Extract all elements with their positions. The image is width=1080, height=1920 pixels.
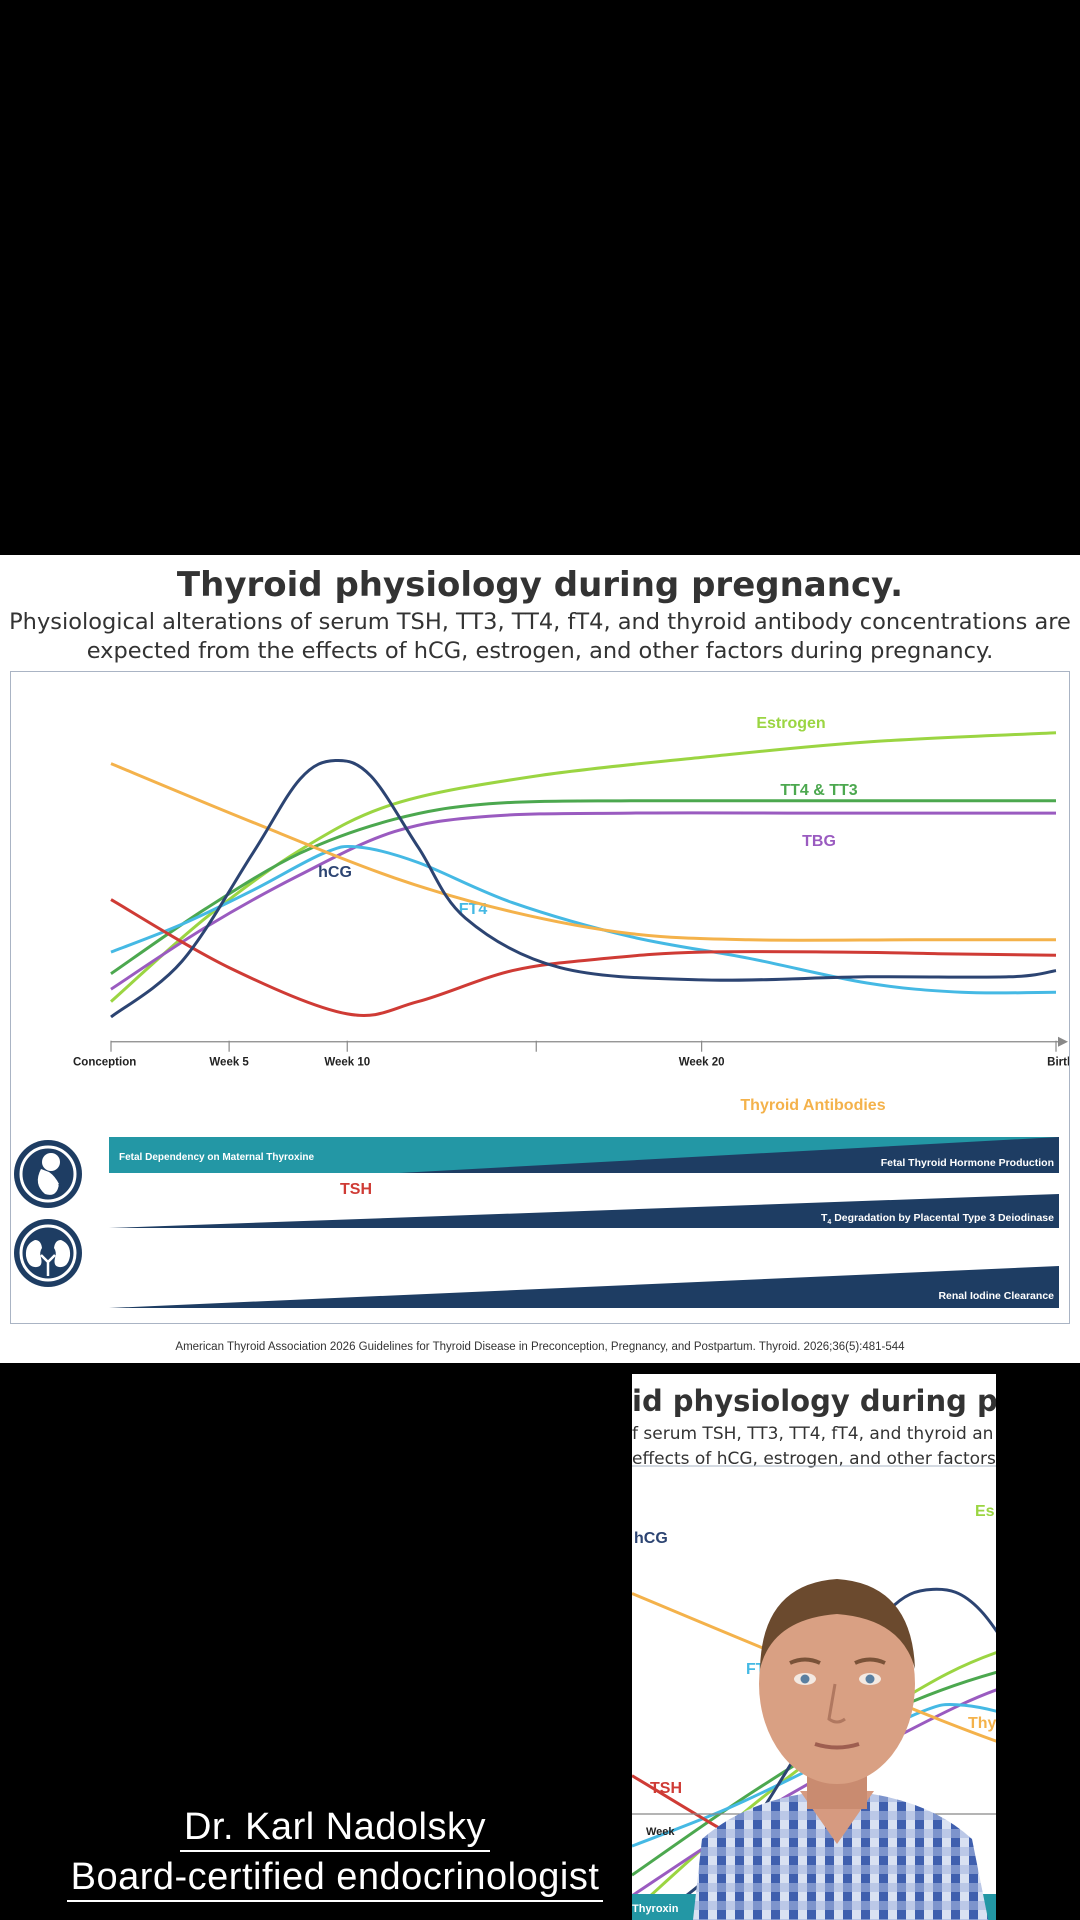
inset-subtitle-2: effects of hCG, estrogen, and other fact… — [632, 1449, 996, 1469]
inset-subtitle-1: f serum TSH, TT3, TT4, fT4, and thyroid … — [632, 1424, 994, 1444]
presenter-avatar — [693, 1579, 989, 1920]
series-label-hcg: hCG — [318, 864, 352, 881]
series-line-tsh — [110, 898, 1057, 1017]
fetus-icon — [14, 1140, 82, 1208]
slide-subtitle-line-1: Physiological alterations of serum TSH, … — [9, 609, 1071, 635]
inset-slide-crop: id physiology during pregr f serum TSH, … — [632, 1374, 996, 1920]
series-line-ft4 — [110, 844, 1057, 995]
x-tick-label: Week 20 — [679, 1057, 725, 1069]
band-renal-iodine — [109, 1266, 1059, 1308]
series-label-tbg: TBG — [802, 833, 836, 850]
band-label-renal: Renal Iodine Clearance — [938, 1290, 1054, 1302]
x-tick-label: Conception — [73, 1057, 136, 1069]
inset-label: Thy — [968, 1715, 996, 1732]
x-tick-label: Week 10 — [324, 1057, 370, 1069]
series-line-tt4-tt3 — [110, 798, 1056, 975]
band-label-right: Fetal Thyroid Hormone Production — [881, 1157, 1054, 1169]
series-line-thyroid-antibodies — [110, 762, 1056, 942]
x-tick-label: Week 5 — [209, 1057, 249, 1069]
slide-subtitle-line-2: expected from the effects of hCG, estrog… — [86, 638, 994, 664]
inset-label: TSH — [650, 1780, 682, 1797]
series-label-tt4-tt3: TT4 & TT3 — [780, 782, 857, 799]
band-t4-degradation — [109, 1194, 1059, 1228]
band-label-left: Fetal Dependency on Maternal Thyroxine — [119, 1152, 314, 1163]
slide-title: Thyroid physiology during pregnancy. — [176, 565, 904, 605]
series-label-estrogen: Estrogen — [756, 715, 825, 732]
band-label-t4: T4 Degradation by Placental Type 3 Deiod… — [821, 1212, 1054, 1226]
band-fetal-production — [399, 1137, 1059, 1173]
series-label-thyroid-antibodies: Thyroid Antibodies — [740, 1097, 885, 1114]
kidneys-icon — [14, 1219, 82, 1287]
series-line-hcg — [110, 758, 1057, 1019]
inset-series-tbg — [632, 1688, 996, 1898]
x-tick-label: Birth — [1047, 1057, 1069, 1069]
inset-label: hCG — [634, 1530, 668, 1547]
series-label-tsh: TSH — [340, 1181, 372, 1198]
series-line-tbg — [110, 811, 1056, 991]
inset-label: Thyroxin — [632, 1903, 679, 1915]
inset-label: Week — [646, 1826, 675, 1838]
citation: American Thyroid Association 2026 Guidel… — [175, 1341, 905, 1353]
inset-label: Es — [975, 1503, 995, 1520]
chart-frame: Conception Week 5 Week 10 Week 20 Birth Estro… — [10, 671, 1070, 1324]
presenter-role: Board-certified endocrinologist — [0, 1856, 670, 1902]
thyroid-chart: Conception Week 5 Week 10 Week 20 Birth Estro… — [14, 715, 1069, 1308]
slide-image: Thyroid physiology during pregnancy. Phy… — [0, 555, 1080, 1363]
inset-series-estrogen — [632, 1651, 996, 1914]
x-axis-arrow — [1058, 1036, 1068, 1047]
inset-title: id physiology during pregr — [632, 1384, 996, 1418]
presenter-name: Dr. Karl Nadolsky — [0, 1806, 670, 1852]
